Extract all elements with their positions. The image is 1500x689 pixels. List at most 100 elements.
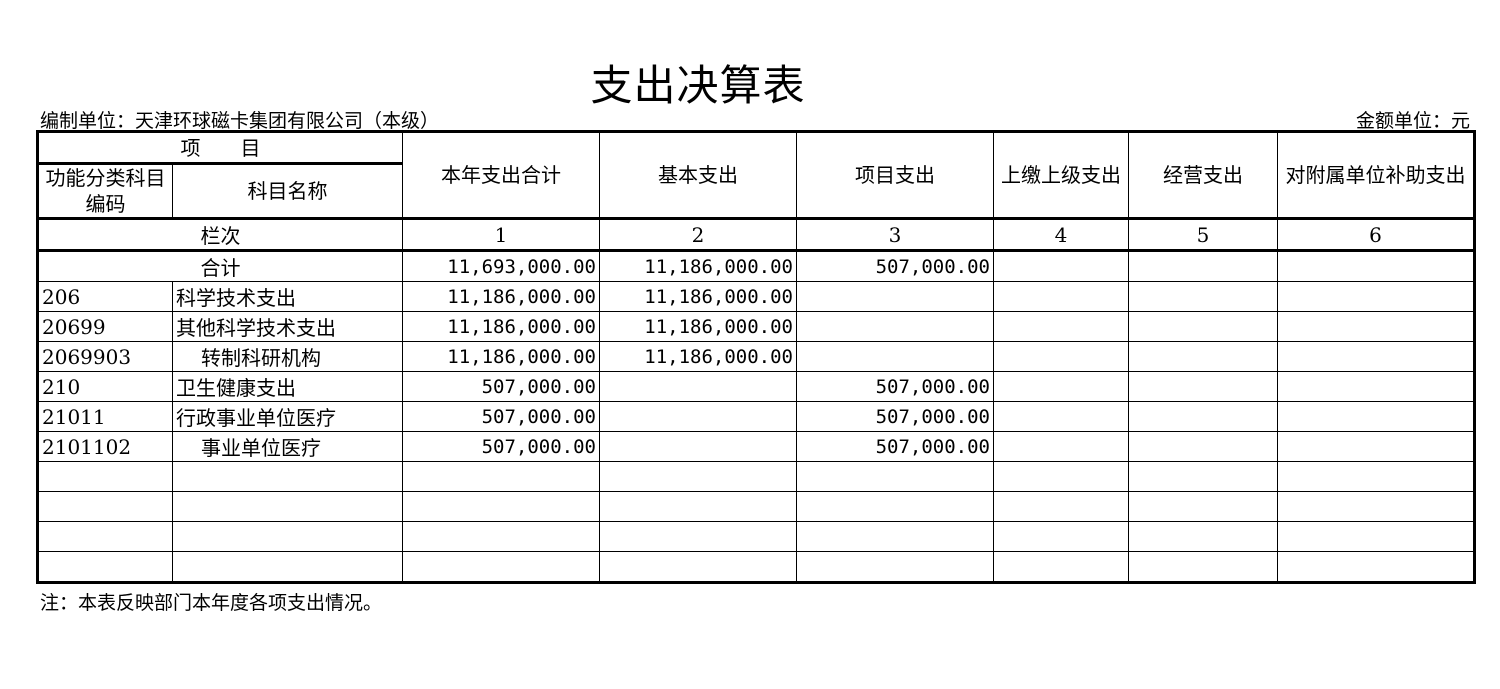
value-cell — [599, 401, 797, 432]
reporting-unit: 编制单位：天津环球磁卡集团有限公司（本级） — [40, 110, 440, 132]
total-value: 11,186,000.00 — [599, 250, 797, 282]
table-row: 20699 其他科学技术支出 11,186,000.00 11,186,000.00 — [37, 311, 1475, 342]
empty-cell — [1277, 521, 1475, 552]
header-basic: 基本支出 — [599, 131, 797, 220]
empty-cell — [37, 521, 173, 552]
value-cell — [1128, 401, 1278, 432]
name-cell: 行政事业单位医疗 — [172, 401, 403, 432]
value-cell — [1277, 341, 1475, 372]
value-cell — [1128, 311, 1278, 342]
header-project: 项目支出 — [796, 131, 994, 220]
empty-row — [37, 551, 1475, 583]
code-cell: 206 — [37, 281, 173, 312]
empty-cell — [37, 461, 173, 492]
page-title: 支出决算表 — [590, 61, 806, 110]
value-cell: 507,000.00 — [796, 401, 994, 432]
empty-row — [37, 491, 1475, 522]
empty-cell — [599, 461, 797, 492]
code-cell: 2069903 — [37, 341, 173, 372]
value-cell — [993, 311, 1129, 342]
value-cell — [1277, 311, 1475, 342]
value-cell — [1128, 371, 1278, 402]
value-cell — [1277, 371, 1475, 402]
value-cell — [993, 371, 1129, 402]
index-label: 栏次 — [37, 218, 403, 252]
empty-cell — [172, 461, 403, 492]
index-num: 2 — [599, 218, 797, 252]
empty-cell — [402, 551, 600, 583]
name-cell: 事业单位医疗 — [172, 431, 403, 462]
value-cell — [993, 281, 1129, 312]
value-cell — [1277, 431, 1475, 462]
code-cell: 20699 — [37, 311, 173, 342]
value-cell: 11,186,000.00 — [599, 281, 797, 312]
value-cell: 11,186,000.00 — [599, 311, 797, 342]
table-row: 21011 行政事业单位医疗 507,000.00 507,000.00 — [37, 401, 1475, 432]
empty-cell — [172, 551, 403, 583]
empty-cell — [402, 521, 600, 552]
name-cell: 转制科研机构 — [172, 341, 403, 372]
total-value: 507,000.00 — [796, 250, 994, 282]
empty-cell — [993, 461, 1129, 492]
value-cell: 507,000.00 — [402, 431, 600, 462]
empty-cell — [1277, 461, 1475, 492]
value-cell — [796, 281, 994, 312]
empty-cell — [37, 551, 173, 583]
value-cell — [993, 401, 1129, 432]
money-unit: 金额单位：元 — [1355, 110, 1470, 132]
empty-cell — [796, 461, 994, 492]
empty-cell — [993, 551, 1129, 583]
header-total: 本年支出合计 — [402, 131, 600, 220]
total-value — [993, 250, 1129, 282]
table-row: 2069903 转制科研机构 11,186,000.00 11,186,000.00 — [37, 341, 1475, 372]
empty-cell — [1277, 551, 1475, 583]
empty-cell — [599, 551, 797, 583]
index-num: 6 — [1277, 218, 1475, 252]
empty-cell — [1128, 491, 1278, 522]
value-cell: 507,000.00 — [796, 371, 994, 402]
expenditure-table: 项 目 本年支出合计 基本支出 项目支出 上缴上级支出 经营支出 对附属单位补助… — [36, 130, 1476, 584]
value-cell — [993, 341, 1129, 372]
empty-cell — [1128, 521, 1278, 552]
total-label: 合计 — [37, 250, 403, 282]
header-name: 科目名称 — [172, 163, 403, 220]
value-cell: 507,000.00 — [796, 431, 994, 462]
empty-cell — [796, 551, 994, 583]
empty-cell — [172, 521, 403, 552]
value-cell: 11,186,000.00 — [599, 341, 797, 372]
value-cell — [1277, 281, 1475, 312]
total-value — [1277, 250, 1475, 282]
value-cell — [599, 371, 797, 402]
footnote: 注：本表反映部门本年度各项支出情况。 — [40, 592, 383, 614]
empty-cell — [172, 491, 403, 522]
total-row: 合计 11,693,000.00 11,186,000.00 507,000.0… — [37, 250, 1475, 282]
table-row: 2101102 事业单位医疗 507,000.00 507,000.00 — [37, 431, 1475, 462]
value-cell — [1128, 431, 1278, 462]
name-cell: 其他科学技术支出 — [172, 311, 403, 342]
value-cell — [1277, 401, 1475, 432]
value-cell — [1128, 341, 1278, 372]
empty-cell — [993, 491, 1129, 522]
name-cell: 卫生健康支出 — [172, 371, 403, 402]
empty-cell — [402, 491, 600, 522]
empty-cell — [993, 521, 1129, 552]
value-cell: 507,000.00 — [402, 401, 600, 432]
value-cell — [599, 431, 797, 462]
empty-cell — [796, 521, 994, 552]
index-num: 4 — [993, 218, 1129, 252]
index-num: 5 — [1128, 218, 1278, 252]
empty-cell — [599, 491, 797, 522]
code-cell: 210 — [37, 371, 173, 402]
value-cell — [796, 311, 994, 342]
total-value: 11,693,000.00 — [402, 250, 600, 282]
empty-row — [37, 461, 1475, 492]
empty-cell — [1277, 491, 1475, 522]
value-cell — [1128, 281, 1278, 312]
empty-cell — [402, 461, 600, 492]
header-code: 功能分类科目编码 — [37, 163, 173, 220]
value-cell: 507,000.00 — [402, 371, 600, 402]
table-row: 210 卫生健康支出 507,000.00 507,000.00 — [37, 371, 1475, 402]
empty-cell — [1128, 461, 1278, 492]
index-num: 3 — [796, 218, 994, 252]
total-value — [1128, 250, 1278, 282]
